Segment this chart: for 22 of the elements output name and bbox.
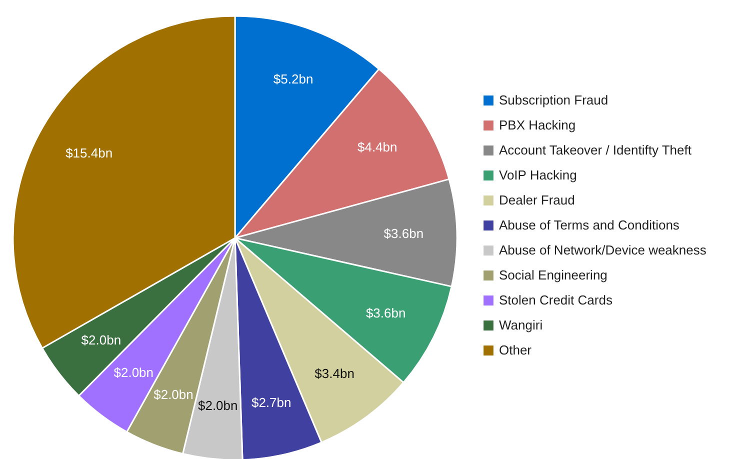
legend-label: Abuse of Network/Device weakness (499, 242, 707, 258)
legend-label: PBX Hacking (499, 118, 576, 132)
data-label: $15.4bn (66, 145, 113, 160)
legend-label: Social Engineering (499, 268, 608, 282)
data-label: $2.0bn (81, 332, 122, 348)
data-label: $4.4bn (357, 139, 398, 154)
legend-label: Stolen Credit Cards (499, 292, 613, 308)
data-label: $2.0bn (198, 398, 238, 413)
legend-label: Other (499, 342, 532, 358)
data-label: $2.0bn (114, 364, 154, 380)
legend-label: VoIP Hacking (499, 168, 577, 182)
data-label: $2.7bn (251, 394, 292, 410)
data-label: $5.2bn (273, 72, 314, 87)
data-label: $2.0bn (154, 387, 194, 402)
legend-label: Account Takeover / Identifty Theft (499, 142, 692, 158)
data-label: $3.4bn (314, 366, 354, 382)
data-label: $3.6bn (366, 306, 406, 321)
legend-label: Wangiri (499, 318, 543, 332)
legend-label: Subscription Fraud (499, 92, 608, 108)
legend-label: Dealer Fraud (499, 192, 575, 208)
legend-label: Abuse of Terms and Conditions (499, 218, 680, 232)
data-label: $3.6bn (384, 226, 424, 241)
